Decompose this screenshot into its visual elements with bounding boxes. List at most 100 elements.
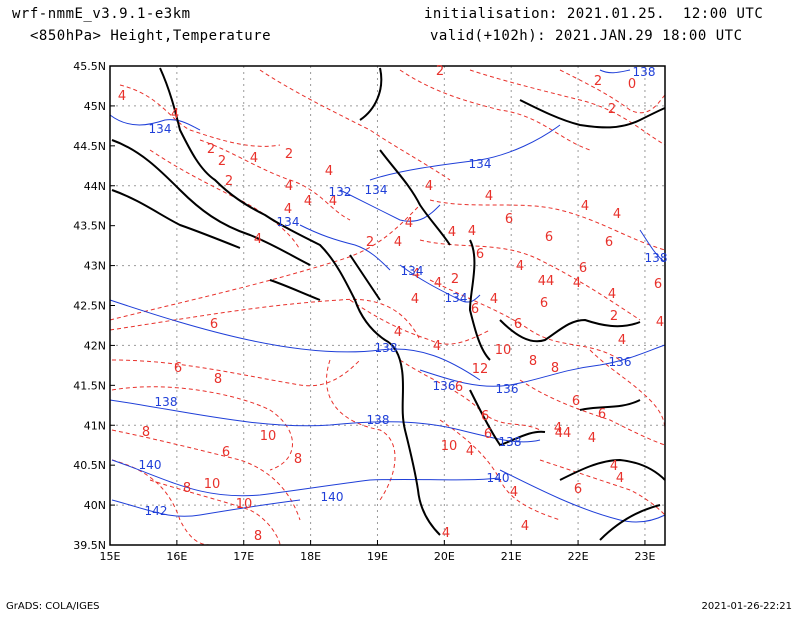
- temperature-label: 4: [588, 431, 596, 446]
- latitude-labels: 45.5N 45N 44.5N 44N 43.5N 43N 42.5N 42N 41.5N 41N…: [73, 60, 115, 552]
- valid-time: valid(+102h): 2021.JAN.29 18:00 UTC: [430, 28, 743, 44]
- height-label: 138: [633, 65, 656, 79]
- temperature-label: 2: [451, 272, 459, 287]
- temperature-label: 4: [285, 179, 293, 194]
- temperature-label: 4: [412, 267, 420, 282]
- lat-tick-label: 40.5N: [73, 459, 106, 472]
- temperature-label: 4: [325, 164, 333, 179]
- height-label: 134: [365, 183, 388, 197]
- temperature-label: 4: [171, 107, 179, 122]
- footer-credit: GrADS: COLA/IGES: [6, 601, 100, 612]
- temperature-label: 10: [495, 343, 512, 358]
- temperature-label: 6: [540, 296, 548, 311]
- map-grid: [110, 66, 665, 545]
- temperature-label: 4: [510, 485, 518, 500]
- coastlines-borders: [111, 67, 666, 541]
- temperature-label: 2: [610, 309, 618, 324]
- init-time: initialisation: 2021.01.25. 12:00 UTC: [424, 6, 764, 22]
- temperature-label: 10: [441, 439, 458, 454]
- height-label: 142: [145, 504, 168, 518]
- temperature-label: 4: [329, 194, 337, 209]
- lat-tick-label: 41.5N: [73, 379, 106, 392]
- temperature-label: 4: [618, 333, 626, 348]
- height-label: 134: [469, 157, 492, 171]
- temperature-label: 6: [598, 407, 606, 422]
- temperature-label: 2: [594, 74, 602, 89]
- temperature-contours: [109, 69, 666, 546]
- height-label: 136: [433, 379, 456, 393]
- temperature-label: 6: [545, 230, 553, 245]
- lat-tick-label: 41N: [84, 419, 106, 432]
- height-label: 138: [155, 395, 178, 409]
- temperature-label: 4: [442, 526, 450, 541]
- lon-tick-label: 15E: [100, 550, 121, 563]
- height-label: 138: [367, 413, 390, 427]
- temperature-label: 6: [579, 261, 587, 276]
- temperature-label: 8: [529, 354, 537, 369]
- height-contour-labels: 134 134 132 134 134 134 134 138 136 136 136 138 138 1…: [139, 65, 668, 518]
- height-label: 140: [487, 471, 510, 485]
- height-label: 134: [445, 291, 468, 305]
- model-title: wrf-nmmE_v3.9.1-e3km: [12, 6, 191, 22]
- map-frame: [109, 65, 666, 546]
- temperature-label: 4: [468, 224, 476, 239]
- temperature-label: 8: [214, 372, 222, 387]
- temperature-label: 4: [656, 315, 664, 330]
- temperature-label: 6: [222, 445, 230, 460]
- temperature-label: 8: [254, 529, 262, 544]
- height-label: 140: [139, 458, 162, 472]
- temperature-label: 6: [174, 361, 182, 376]
- temperature-label: 12: [472, 362, 489, 377]
- temperature-label: 4: [433, 339, 441, 354]
- temperature-label: 2: [225, 174, 233, 189]
- temperature-label: 2: [608, 102, 616, 117]
- lon-tick-label: 17E: [233, 550, 254, 563]
- temperature-label: 4: [254, 232, 262, 247]
- temperature-label: 4: [405, 216, 413, 231]
- lat-tick-label: 43.5N: [73, 220, 106, 233]
- longitude-labels: 15E 16E 17E 18E 19E 20E 21E 22E 23E: [100, 540, 655, 563]
- temperature-label: 2: [436, 64, 444, 79]
- temperature-label: 0: [628, 77, 636, 92]
- height-label: 138: [645, 251, 668, 265]
- temperature-label: 6: [481, 409, 489, 424]
- footer-timestamp: 2021-01-26-22:21: [701, 601, 792, 612]
- lat-tick-label: 39.5N: [73, 539, 106, 552]
- temperature-label: 4: [118, 89, 126, 104]
- lat-tick-label: 44N: [84, 180, 106, 193]
- lon-tick-label: 16E: [166, 550, 187, 563]
- lon-tick-label: 18E: [300, 550, 321, 563]
- temperature-label: 4: [610, 459, 618, 474]
- temperature-label: 4: [394, 325, 402, 340]
- height-label: 140: [321, 490, 344, 504]
- height-contours: [109, 69, 666, 523]
- temperature-label: 44: [538, 274, 555, 289]
- temperature-label: 6: [654, 277, 662, 292]
- height-label: 134: [277, 215, 300, 229]
- temperature-label: 4: [411, 292, 419, 307]
- height-label: 136: [496, 382, 519, 396]
- temperature-label: 6: [605, 235, 613, 250]
- temperature-label: 4: [485, 189, 493, 204]
- temperature-label: 6: [471, 302, 479, 317]
- temperature-label: 4: [250, 151, 258, 166]
- temperature-label: 8: [183, 481, 191, 496]
- lat-tick-label: 42N: [84, 339, 106, 352]
- temperature-label: 4: [448, 225, 456, 240]
- height-label: 134: [401, 264, 424, 278]
- temperature-label: 6: [476, 247, 484, 262]
- lat-tick-label: 40N: [84, 499, 106, 512]
- lat-tick-label: 43N: [84, 260, 106, 273]
- lon-tick-label: 19E: [367, 550, 388, 563]
- temperature-label: 4: [466, 444, 474, 459]
- lat-tick-label: 42.5N: [73, 300, 106, 313]
- temperature-label: 4: [554, 421, 562, 436]
- height-label: 132: [329, 185, 352, 199]
- temperature-label: 4: [521, 519, 529, 534]
- temperature-label: 8: [142, 425, 150, 440]
- temperature-label: 10: [260, 429, 277, 444]
- temperature-label: 4: [616, 471, 624, 486]
- lat-tick-label: 45.5N: [73, 60, 106, 73]
- lat-tick-label: 45N: [84, 100, 106, 113]
